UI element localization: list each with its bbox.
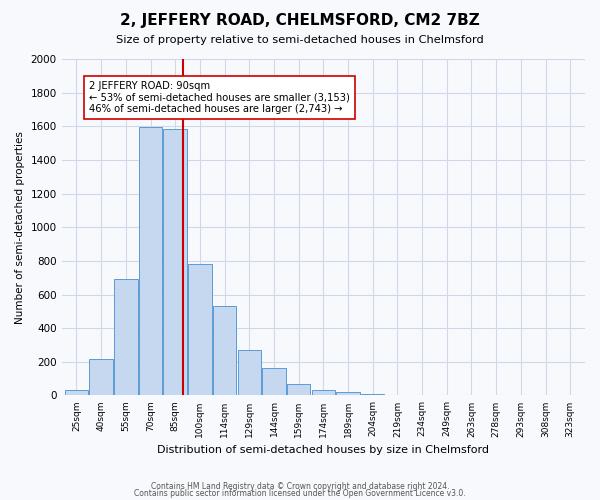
Bar bbox=[238, 350, 261, 396]
Text: Contains HM Land Registry data © Crown copyright and database right 2024.: Contains HM Land Registry data © Crown c… bbox=[151, 482, 449, 491]
Bar bbox=[336, 392, 360, 396]
Text: 2 JEFFERY ROAD: 90sqm
← 53% of semi-detached houses are smaller (3,153)
46% of s: 2 JEFFERY ROAD: 90sqm ← 53% of semi-deta… bbox=[89, 81, 350, 114]
Bar bbox=[188, 264, 212, 396]
Text: Contains public sector information licensed under the Open Government Licence v3: Contains public sector information licen… bbox=[134, 489, 466, 498]
Bar bbox=[262, 368, 286, 396]
Bar bbox=[89, 360, 113, 396]
X-axis label: Distribution of semi-detached houses by size in Chelmsford: Distribution of semi-detached houses by … bbox=[157, 445, 490, 455]
Bar bbox=[114, 280, 137, 396]
Bar bbox=[139, 127, 162, 396]
Bar bbox=[386, 395, 409, 396]
Y-axis label: Number of semi-detached properties: Number of semi-detached properties bbox=[15, 131, 25, 324]
Bar bbox=[163, 129, 187, 396]
Text: Size of property relative to semi-detached houses in Chelmsford: Size of property relative to semi-detach… bbox=[116, 35, 484, 45]
Bar bbox=[311, 390, 335, 396]
Text: 2, JEFFERY ROAD, CHELMSFORD, CM2 7BZ: 2, JEFFERY ROAD, CHELMSFORD, CM2 7BZ bbox=[120, 12, 480, 28]
Bar bbox=[65, 390, 88, 396]
Bar bbox=[287, 384, 310, 396]
Bar bbox=[361, 394, 385, 396]
Bar bbox=[213, 306, 236, 396]
